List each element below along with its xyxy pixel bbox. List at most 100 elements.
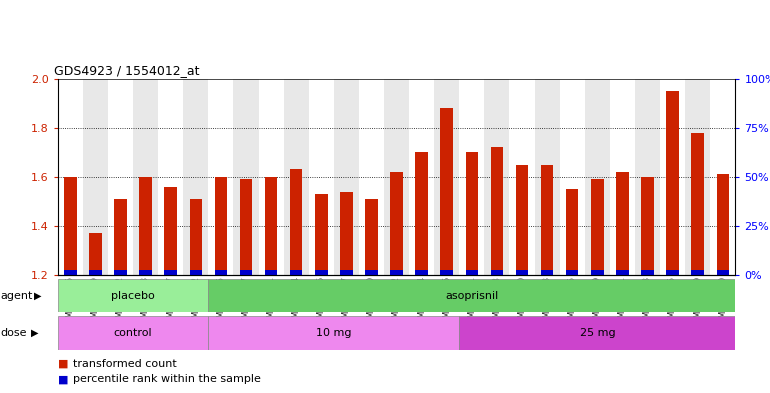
Bar	[365, 270, 378, 275]
Bar	[641, 177, 654, 275]
Bar	[616, 172, 628, 275]
Bar	[83, 79, 108, 275]
Bar	[710, 79, 735, 275]
Bar	[717, 174, 729, 275]
Bar	[584, 79, 610, 275]
Bar	[440, 108, 453, 275]
Bar	[158, 79, 183, 275]
Bar	[466, 270, 478, 275]
Bar	[616, 270, 628, 275]
Text: ▶: ▶	[34, 291, 42, 301]
Bar	[534, 79, 560, 275]
FancyBboxPatch shape	[209, 279, 735, 312]
Bar	[635, 79, 660, 275]
Bar	[541, 270, 554, 275]
Bar	[334, 79, 359, 275]
Bar	[265, 177, 277, 275]
Text: GDS4923 / 1554012_at: GDS4923 / 1554012_at	[55, 64, 200, 77]
Bar	[239, 179, 253, 275]
Bar	[265, 270, 277, 275]
Text: percentile rank within the sample: percentile rank within the sample	[73, 374, 261, 384]
Bar	[660, 79, 685, 275]
Bar	[666, 270, 679, 275]
Bar	[64, 177, 76, 275]
Bar	[139, 270, 152, 275]
Bar	[466, 152, 478, 275]
FancyBboxPatch shape	[459, 316, 735, 350]
Text: placebo: placebo	[111, 291, 155, 301]
Bar	[340, 270, 353, 275]
Bar	[189, 270, 202, 275]
Text: ▶: ▶	[31, 328, 38, 338]
FancyBboxPatch shape	[58, 279, 209, 312]
Bar	[390, 270, 403, 275]
Bar	[215, 270, 227, 275]
Bar	[685, 79, 710, 275]
Text: transformed count: transformed count	[73, 358, 177, 369]
Bar	[189, 199, 202, 275]
Text: control: control	[114, 328, 152, 338]
Bar	[239, 270, 253, 275]
Text: 25 mg: 25 mg	[580, 328, 615, 338]
Bar	[717, 270, 729, 275]
Bar	[384, 79, 409, 275]
Bar	[516, 270, 528, 275]
Text: ■: ■	[58, 374, 69, 384]
Bar	[309, 79, 334, 275]
Text: dose: dose	[1, 328, 27, 338]
Bar	[165, 270, 177, 275]
Text: 10 mg: 10 mg	[316, 328, 352, 338]
Bar	[315, 270, 327, 275]
FancyBboxPatch shape	[58, 316, 209, 350]
Bar	[610, 79, 635, 275]
Bar	[510, 79, 534, 275]
Bar	[434, 79, 459, 275]
Bar	[89, 233, 102, 275]
Text: agent: agent	[1, 291, 33, 301]
Bar	[560, 79, 584, 275]
Bar	[108, 79, 133, 275]
Bar	[114, 199, 127, 275]
Bar	[409, 79, 434, 275]
Bar	[64, 270, 76, 275]
Bar	[490, 147, 504, 275]
Bar	[58, 79, 83, 275]
Bar	[165, 187, 177, 275]
Bar	[89, 270, 102, 275]
Bar	[359, 79, 384, 275]
Bar	[183, 79, 209, 275]
Bar	[340, 191, 353, 275]
Bar	[415, 270, 428, 275]
Bar	[484, 79, 510, 275]
Bar	[591, 179, 604, 275]
Bar	[365, 199, 378, 275]
Bar	[139, 177, 152, 275]
Text: asoprisnil: asoprisnil	[445, 291, 498, 301]
Bar	[691, 132, 704, 275]
Bar	[209, 79, 233, 275]
Bar	[283, 79, 309, 275]
Bar	[641, 270, 654, 275]
Bar	[516, 165, 528, 275]
Bar	[133, 79, 158, 275]
Bar	[215, 177, 227, 275]
Bar	[315, 194, 327, 275]
Bar	[114, 270, 127, 275]
Bar	[591, 270, 604, 275]
Bar	[566, 189, 578, 275]
Bar	[290, 169, 303, 275]
Bar	[233, 79, 259, 275]
Bar	[259, 79, 283, 275]
Bar	[415, 152, 428, 275]
Bar	[566, 270, 578, 275]
Bar	[290, 270, 303, 275]
Bar	[390, 172, 403, 275]
Bar	[541, 165, 554, 275]
Bar	[490, 270, 504, 275]
FancyBboxPatch shape	[209, 316, 459, 350]
Bar	[440, 270, 453, 275]
Bar	[666, 91, 679, 275]
Bar	[691, 270, 704, 275]
Bar	[459, 79, 484, 275]
Text: ■: ■	[58, 358, 69, 369]
